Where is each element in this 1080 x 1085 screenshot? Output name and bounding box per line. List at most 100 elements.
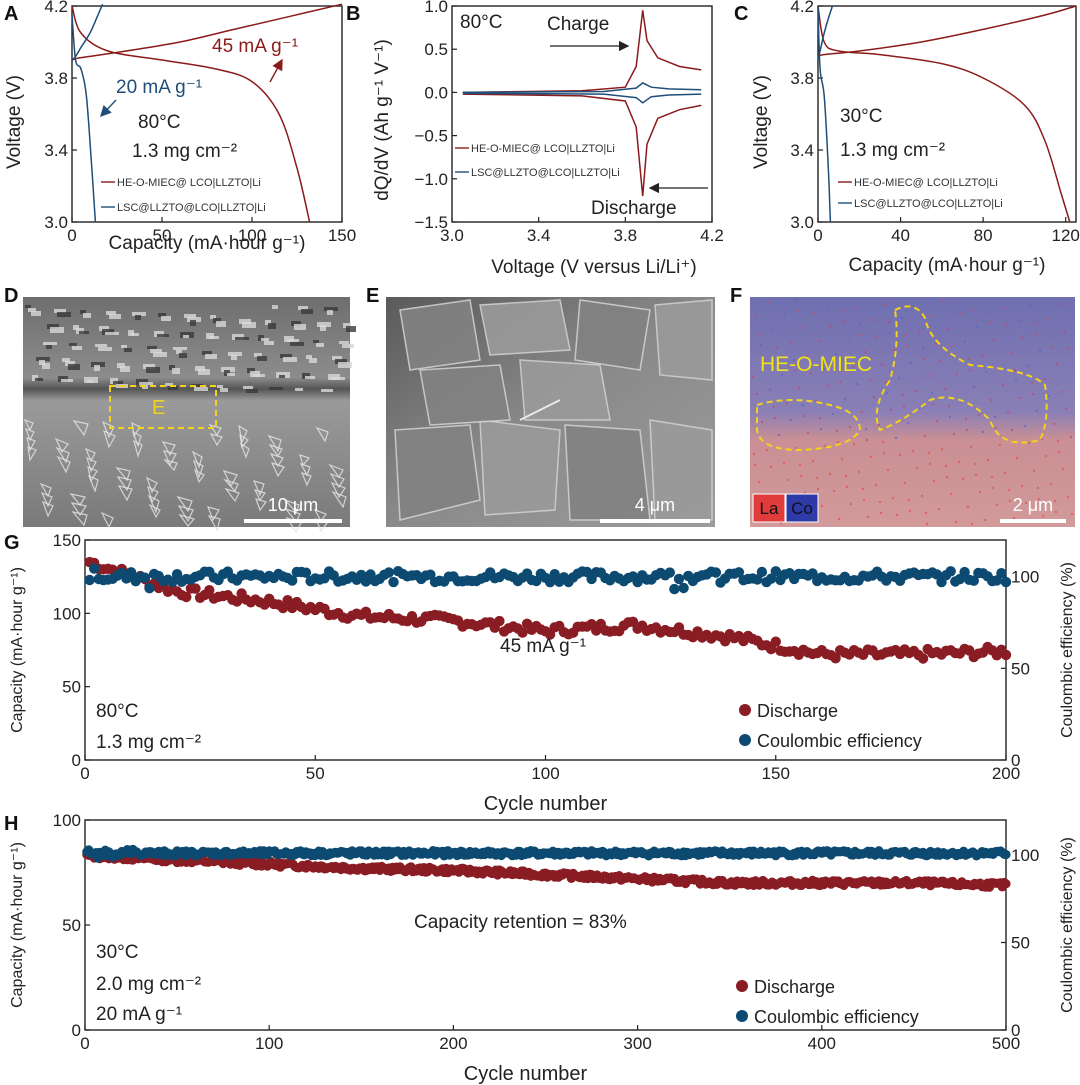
- sem-grain: [158, 313, 166, 317]
- sem-grain: [79, 331, 89, 334]
- discharge-point: [494, 615, 505, 627]
- discharge-point: [190, 583, 201, 594]
- sem-grain: [331, 377, 345, 380]
- sem-grain: [264, 341, 274, 345]
- arrow-red: [269, 58, 283, 83]
- y-tick-label: 3.8: [44, 69, 68, 88]
- sem-grain-edge: [84, 447, 96, 463]
- series-line: [71, 3, 343, 61]
- region-outline: [756, 399, 862, 452]
- eds-dot: [799, 474, 803, 478]
- eds-dot: [1070, 512, 1074, 516]
- sem-grain: [654, 299, 713, 381]
- eds-dot: [909, 361, 913, 365]
- sem-grain: [291, 321, 301, 326]
- legend-entry: Coulombic efficiency: [754, 1007, 919, 1027]
- eds-dot: [1003, 471, 1007, 475]
- x-axis-label: Voltage (V versus Li/Li⁺): [491, 257, 696, 278]
- eds-dot: [812, 311, 816, 315]
- sem-grain: [94, 365, 100, 371]
- series-line: [71, 3, 104, 61]
- y-tick-label: 3.8: [790, 69, 814, 88]
- eds-dot: [848, 425, 852, 429]
- sem-grain-edge: [207, 515, 221, 532]
- discharge-point: [765, 643, 777, 655]
- x-tick-label: 3.0: [440, 226, 464, 245]
- eds-dot: [758, 332, 762, 336]
- eds-dot: [879, 511, 883, 515]
- annotation-loading: 1.3 mg cm⁻²: [96, 732, 201, 753]
- sem-grain: [479, 299, 571, 356]
- eds-dot: [801, 403, 805, 407]
- eds-dot: [1056, 439, 1060, 443]
- sem-grain-edge: [70, 502, 87, 517]
- eds-dot: [757, 480, 761, 484]
- eds-dot: [954, 520, 958, 524]
- y-right-tick-label: 0: [1011, 1021, 1020, 1040]
- sem-grain-edge: [193, 468, 205, 484]
- sem-grain: [343, 323, 351, 328]
- sem-grain: [265, 320, 271, 325]
- x-tick-label: 100: [238, 226, 266, 245]
- scale-bar-label: 10 μm: [268, 495, 318, 515]
- eds-dot: [955, 372, 959, 376]
- ce-point: [383, 567, 395, 578]
- sem-grain: [184, 314, 196, 318]
- eds-dot: [915, 466, 919, 470]
- sem-grain: [295, 388, 303, 391]
- eds-dot: [1012, 516, 1016, 520]
- sem-grain: [65, 361, 75, 366]
- eds-dot: [1018, 396, 1022, 400]
- x-tick-label: 100: [531, 764, 559, 783]
- eds-dot: [975, 325, 979, 329]
- eds-dot: [1030, 381, 1034, 385]
- eds-dot: [935, 419, 939, 423]
- sem-grain-edge: [117, 485, 133, 502]
- eds-dot: [820, 504, 824, 508]
- legend-marker: [739, 704, 751, 716]
- eds-dot: [1006, 411, 1010, 415]
- legend-entry: Coulombic efficiency: [757, 731, 922, 751]
- y-axis-label: Voltage (V): [751, 75, 772, 169]
- region-label: HE-O-MIEC: [760, 353, 872, 376]
- sem-grain-edge: [209, 433, 223, 447]
- eds-dot: [946, 327, 950, 331]
- sem-grain-edge: [72, 420, 89, 437]
- eds-dot: [752, 452, 756, 456]
- sem-grain-edge: [177, 505, 194, 523]
- discharge-point: [517, 627, 528, 638]
- eds-dot: [828, 472, 832, 476]
- sem-grain-edge: [100, 511, 114, 529]
- sem-grain: [235, 337, 249, 340]
- panel-label: G: [4, 532, 20, 554]
- x-axis-label: Cycle number: [464, 1063, 588, 1085]
- ce-point: [968, 575, 979, 586]
- eds-dot: [989, 398, 993, 402]
- eds-dot: [892, 348, 896, 352]
- sem-grain: [309, 358, 317, 363]
- annotation-temperature: 80°C: [96, 701, 138, 722]
- legend-entry: LSC@LLZTO@LCO|LLZTO|Li: [854, 198, 1003, 210]
- eds-dot: [901, 393, 905, 397]
- series-line: [71, 14, 97, 223]
- sem-grain: [342, 344, 354, 348]
- discharge-point: [277, 602, 289, 614]
- eds-dot: [943, 387, 947, 391]
- eds-dot: [864, 427, 868, 431]
- eds-dot: [1007, 488, 1011, 492]
- x-tick-label: 500: [992, 1034, 1020, 1053]
- annotation-loading: 1.3 mg cm⁻²: [132, 141, 237, 162]
- annotation-temperature: 30°C: [96, 942, 138, 963]
- eds-dot: [786, 478, 790, 482]
- eds-dot: [1043, 377, 1047, 381]
- sem-grain: [87, 380, 93, 383]
- sem-grain: [254, 353, 262, 357]
- eds-dot: [1037, 497, 1041, 501]
- sem-grain: [283, 357, 297, 362]
- zoom-box: [109, 385, 217, 429]
- eds-dot: [1017, 319, 1021, 323]
- sem-grain: [169, 365, 175, 370]
- eds-dot: [891, 496, 895, 500]
- eds-dot: [932, 479, 936, 483]
- sem-grain: [35, 378, 43, 381]
